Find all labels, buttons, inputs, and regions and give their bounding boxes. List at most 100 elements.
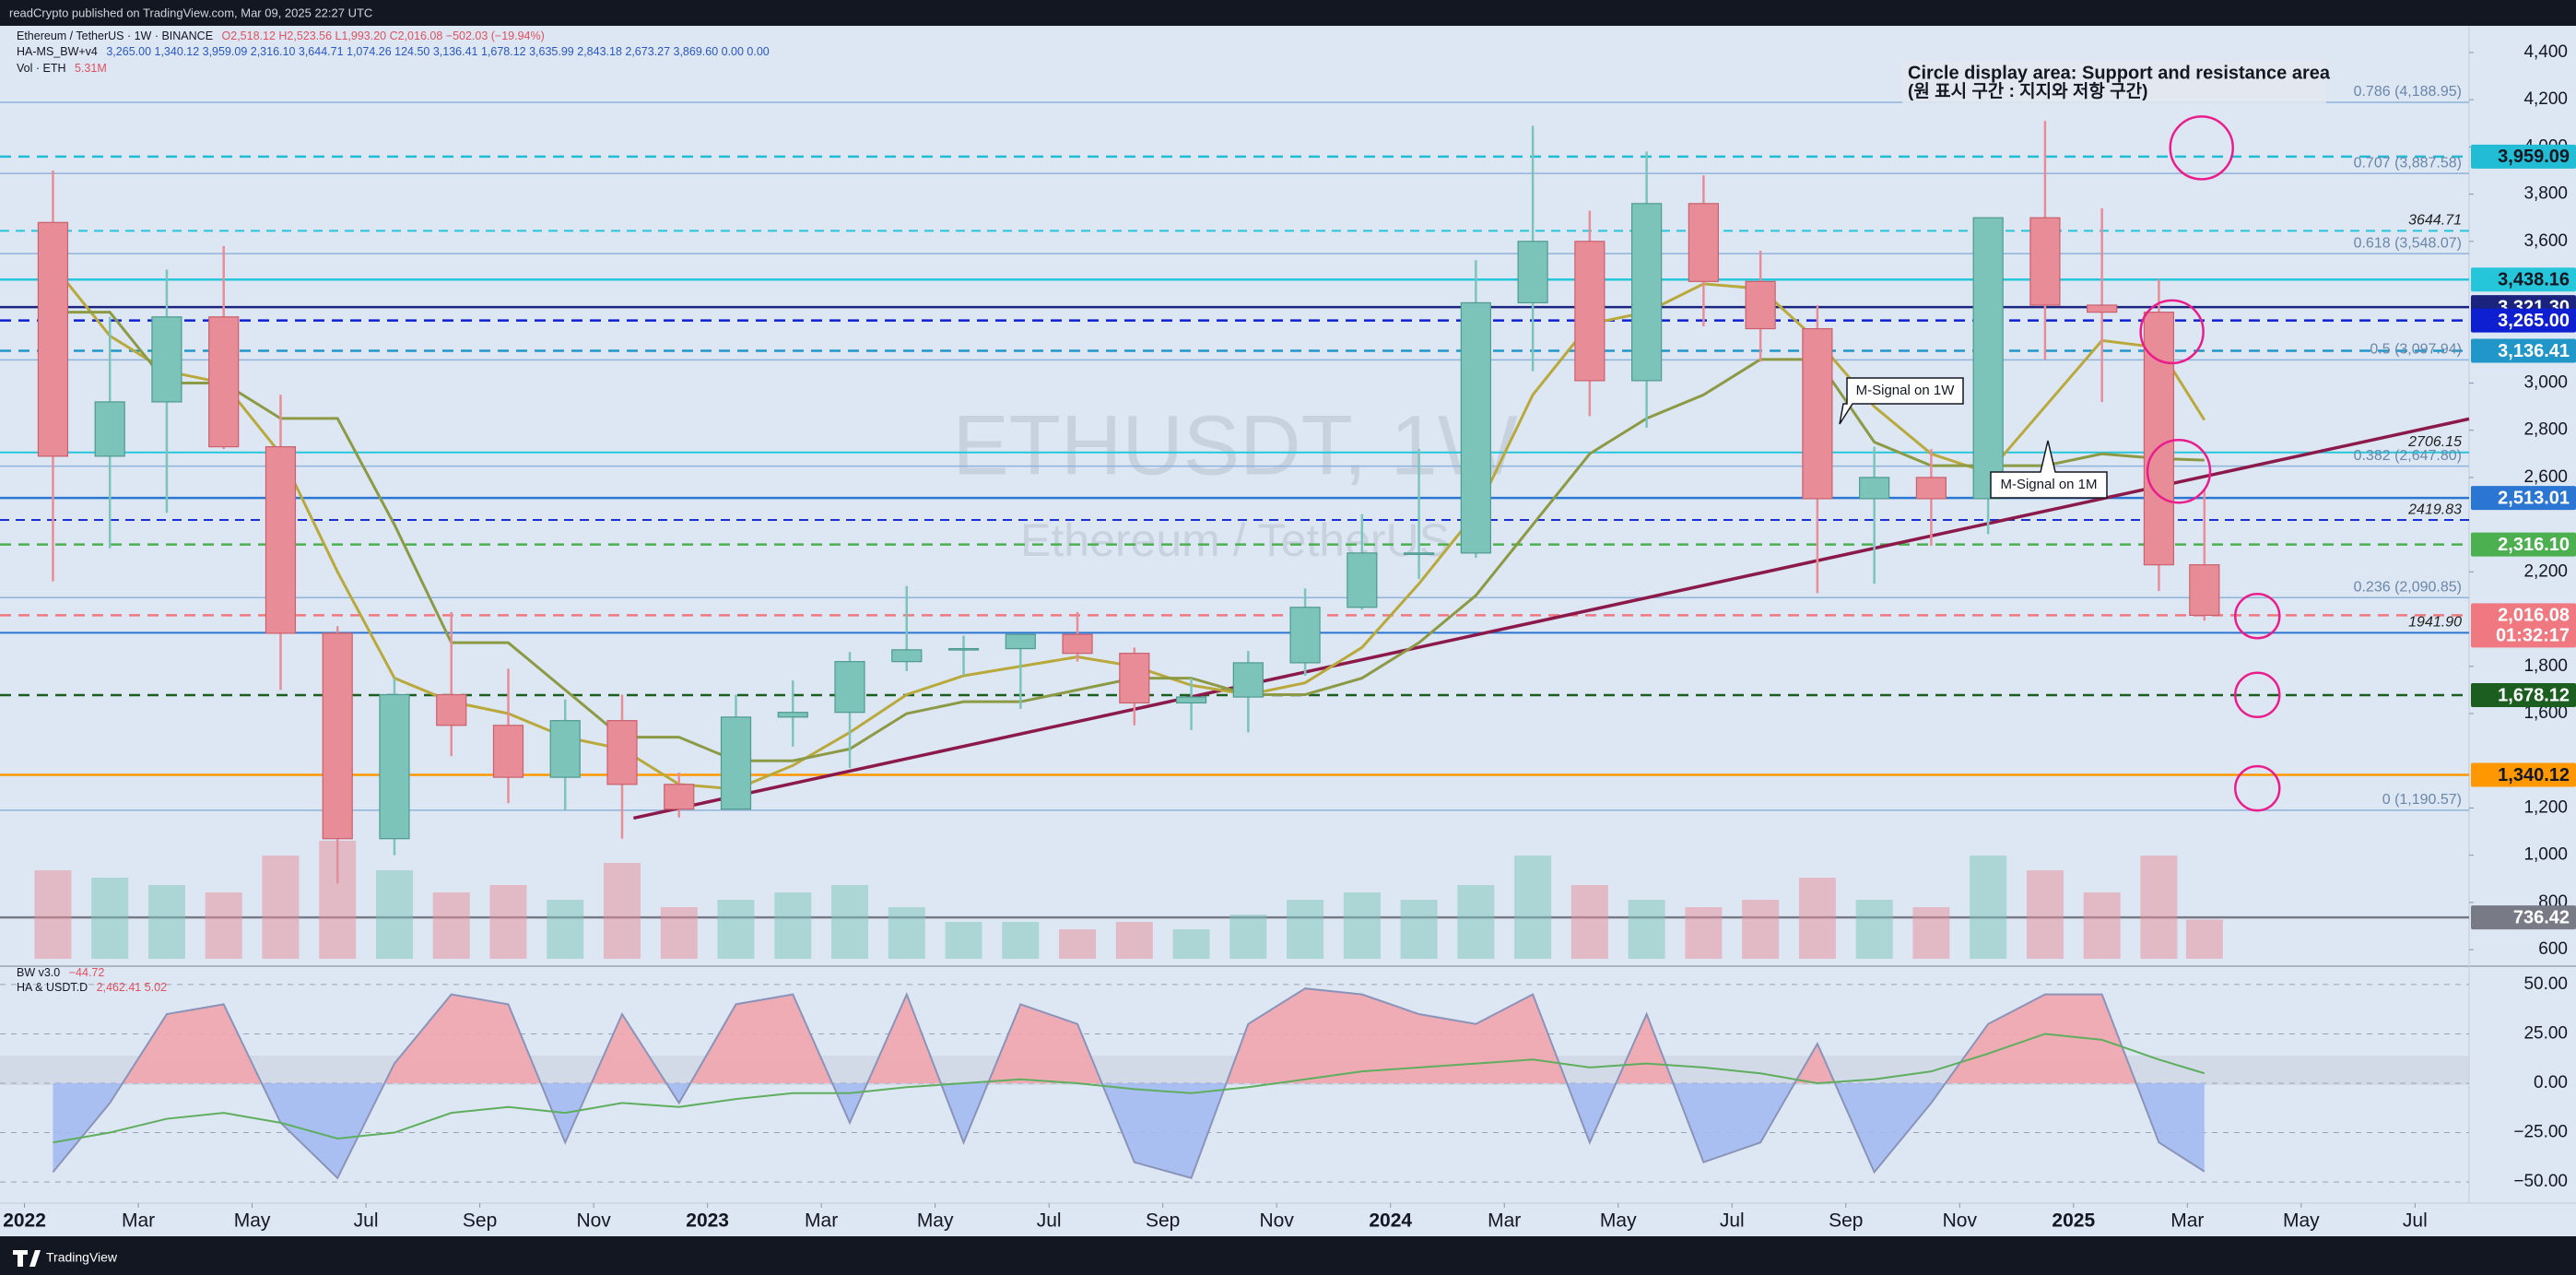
x-tick-label: Jul [1720, 1210, 1745, 1232]
level-label: 2,316.10 [2498, 535, 2570, 555]
fib-label: 0 (1,190.57) [2382, 792, 2462, 808]
sr-circle [2146, 438, 2212, 504]
fib-label: 0.707 (3,887.58) [2354, 155, 2462, 171]
fib-label: 0.236 (2,090.85) [2354, 580, 2462, 596]
level-tag [2471, 308, 2576, 333]
price-note-label: 3644.71 [2408, 213, 2462, 229]
candle-body [208, 316, 240, 448]
osc-area-negative [53, 1083, 2205, 1178]
legend-volume-value: 5.31M [75, 62, 107, 75]
candle-body [2143, 312, 2175, 566]
candle-body [1915, 477, 1947, 500]
level-label: 3,265.00 [2498, 311, 2570, 331]
x-tick-label: Mar [2170, 1210, 2204, 1232]
volume-bar [1628, 900, 1665, 959]
candle-body [1289, 607, 1321, 664]
x-tick-label: Nov [1943, 1210, 1978, 1232]
osc-legend-line: BW v3.0 −44.72 [17, 966, 104, 979]
volume-bar [147, 885, 185, 959]
legend-indicator: HA-MS_BW+v4 [17, 45, 98, 58]
candle-body [379, 693, 410, 840]
x-tick-label: Nov [576, 1210, 611, 1232]
level-label: 1,340.12 [2498, 765, 2570, 785]
osc-line [53, 1033, 2205, 1144]
volume-bar [1970, 856, 2007, 959]
level-tag [2471, 267, 2576, 292]
volume-bar [945, 922, 982, 959]
x-tick-label: May [2283, 1210, 2320, 1232]
callout-text: M-Signal on 1M [2000, 477, 2097, 492]
x-tick-label: 2022 [3, 1210, 46, 1232]
price-note-label: 2706.15 [2407, 434, 2462, 450]
y-tick-label: 2,600 [2523, 467, 2568, 487]
watermark-name: Ethereum / TetherUS [1020, 514, 1450, 566]
volume-bar [2185, 919, 2223, 959]
y-tick-label: 2,800 [2523, 420, 2568, 440]
osc-legend-value: 2,462.41 5.02 [97, 981, 168, 994]
volume-bar [1002, 922, 1040, 959]
level-tag [2471, 144, 2576, 169]
level-label: 3,136.41 [2498, 341, 2570, 361]
osc-legend-name: HA & USDT.D [17, 981, 88, 994]
osc-legend-value: −44.72 [69, 966, 105, 979]
callout-1w: M-Signal on 1W [1839, 377, 1964, 425]
y-tick-label: 3,800 [2523, 184, 2568, 204]
sr-circle [2169, 115, 2234, 181]
x-tick-label: 2025 [2052, 1210, 2095, 1232]
x-tick-label: Jul [2403, 1210, 2428, 1232]
fib-label: 0.5 (3,097.94) [2370, 342, 2462, 358]
osc-tick-label: −25.00 [2513, 1123, 2568, 1142]
level-label: 2,513.01 [2498, 488, 2570, 508]
level-tag [2471, 486, 2576, 511]
annotation-title: Circle display area: Support and resista… [1908, 63, 2331, 83]
x-tick-label: Jul [1037, 1210, 1062, 1232]
volume-bar [1514, 856, 1552, 959]
callout-text: M-Signal on 1W [1856, 383, 1956, 398]
candle-body [549, 720, 581, 778]
x-tick-label: Mar [122, 1210, 155, 1232]
sr-circle [2234, 671, 2281, 719]
volume-bar [1855, 900, 1893, 959]
x-tick-label: Mar [1488, 1210, 1521, 1232]
candle-body [1460, 301, 1491, 554]
candle-body [834, 661, 865, 714]
volume-bar [1685, 907, 1723, 959]
candle-body [1517, 241, 1548, 303]
volume-bar [1172, 929, 1210, 959]
annotation-box [1902, 61, 2326, 103]
legend-volume: Vol · ETH [17, 62, 66, 75]
osc-tick-label: 50.00 [2523, 974, 2568, 994]
x-tick-label: Sep [1829, 1210, 1863, 1232]
volume-bar [2026, 870, 2064, 959]
volume-bar [262, 856, 300, 959]
x-tick-label: May [1600, 1210, 1637, 1232]
labels-layer: 4,4004,2004,0003,8003,6003,0002,8002,600… [3, 42, 2576, 1232]
candle-body [1745, 280, 1776, 330]
candle-body [1972, 217, 2004, 500]
candle-body [777, 712, 808, 718]
volume-bar [1343, 892, 1381, 959]
y-tick-label: 600 [2538, 939, 2568, 959]
volume-bar [205, 892, 242, 959]
volume-bar [1059, 929, 1097, 959]
fib-label: 0.786 (4,188.95) [2354, 84, 2462, 100]
candle-body [1631, 203, 1663, 382]
volume-bar [1229, 915, 1267, 959]
x-tick-label: 2024 [1369, 1210, 1412, 1232]
volume-bar [774, 892, 812, 959]
osc-line [52, 987, 2205, 1180]
volume-bar [831, 885, 869, 959]
level-label: 2,016.08 [2498, 606, 2570, 626]
fib-label: 0.382 (2,647.80) [2354, 448, 2462, 464]
legend-symbol: Ethereum / TetherUS · 1W · BINANCE [17, 30, 213, 42]
candle-body [720, 716, 752, 810]
level-countdown: 01:32:17 [2496, 626, 2570, 646]
candle-body [151, 316, 182, 403]
candle-body [492, 725, 524, 778]
osc-legend-line: HA & USDT.D 2,462.41 5.02 [17, 981, 167, 994]
x-tick-label: May [917, 1210, 954, 1232]
candle-body [37, 221, 69, 457]
volume-bar [603, 863, 641, 959]
x-tick-label: Nov [1260, 1210, 1295, 1232]
